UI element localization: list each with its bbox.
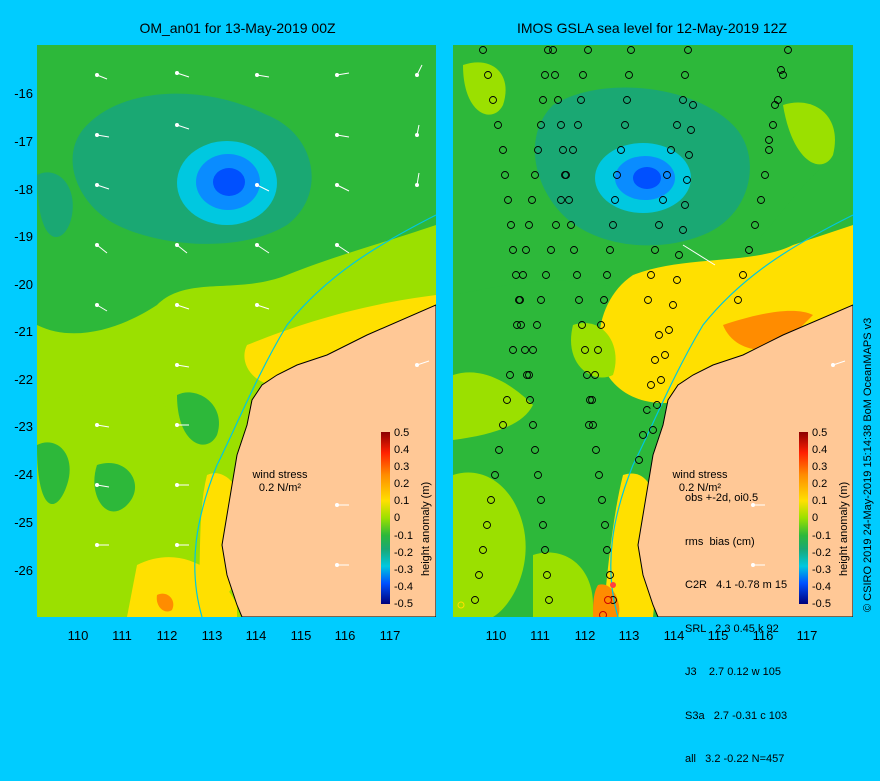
lat-label: -18 bbox=[14, 182, 33, 197]
lon-label: 111 bbox=[530, 628, 550, 643]
cbar-tick: 0.2 bbox=[812, 478, 828, 490]
stats-row: SRL 2.3 0.45 k 92 bbox=[685, 622, 779, 635]
cbar-tick: -0.2 bbox=[812, 547, 831, 559]
right-panel-title: IMOS GSLA sea level for 12-May-2019 12Z bbox=[516, 20, 787, 36]
cbar-tick: -0.3 bbox=[394, 564, 413, 576]
left-colorbar-title: height anomaly (m) bbox=[420, 481, 432, 576]
lat-label: -26 bbox=[14, 563, 33, 578]
lon-label: 110 bbox=[485, 628, 507, 643]
right-colorbar bbox=[799, 432, 808, 604]
cbar-tick: -0.5 bbox=[812, 598, 831, 610]
lat-label: -25 bbox=[14, 515, 33, 530]
cbar-tick: -0.4 bbox=[812, 581, 831, 593]
stats-header-1: obs +-2d, oi0.5 bbox=[685, 492, 759, 504]
right-wind-stress-label: wind stress 0.2 N/m² bbox=[665, 469, 735, 495]
cbar-tick: 0.1 bbox=[812, 495, 828, 507]
lat-label: -22 bbox=[14, 372, 33, 387]
lat-label: -24 bbox=[14, 467, 33, 482]
cbar-tick: 0.4 bbox=[394, 444, 410, 456]
lon-label: 110 bbox=[67, 628, 89, 643]
lat-label: -20 bbox=[14, 277, 33, 292]
cbar-tick: -0.4 bbox=[394, 581, 413, 593]
wind-stress-title: wind stress bbox=[252, 469, 308, 481]
lon-label: 114 bbox=[245, 628, 267, 643]
lon-label: 114 bbox=[663, 628, 685, 643]
cbar-tick: 0 bbox=[394, 512, 401, 524]
cbar-tick: -0.5 bbox=[394, 598, 413, 610]
left-map bbox=[37, 45, 436, 617]
cbar-tick: 0 bbox=[812, 512, 819, 524]
cbar-tick: 0.3 bbox=[394, 461, 410, 473]
cbar-tick: -0.3 bbox=[812, 564, 831, 576]
stats-row: J3 2.7 0.12 w 105 bbox=[685, 666, 782, 678]
stats-row: C2R 4.1 -0.78 m 15 bbox=[685, 579, 788, 591]
cbar-tick: 0.5 bbox=[394, 427, 410, 439]
lon-label: 116 bbox=[334, 628, 356, 643]
right-colorbar-title: height anomaly (m) bbox=[838, 481, 850, 576]
lat-label: -19 bbox=[14, 229, 33, 244]
lon-label: 113 bbox=[618, 628, 640, 643]
credit-text: © CSIRO 2019 24-May-2019 15:14:38 BoM Oc… bbox=[862, 317, 874, 612]
wind-stress-scale: 0.2 N/m² bbox=[678, 482, 722, 494]
lat-label: -17 bbox=[14, 134, 33, 149]
lon-label: 115 bbox=[707, 628, 729, 643]
lat-label: -21 bbox=[14, 324, 33, 339]
lon-label: 113 bbox=[201, 628, 223, 643]
cbar-tick: 0.3 bbox=[812, 461, 828, 473]
right-map bbox=[453, 45, 853, 617]
lat-label: -16 bbox=[14, 86, 33, 101]
lon-label: 112 bbox=[574, 628, 596, 643]
left-wind-stress-label: wind stress 0.2 N/m² bbox=[240, 469, 320, 495]
cbar-tick: 0.5 bbox=[812, 427, 828, 439]
cbar-tick: 0.2 bbox=[394, 478, 410, 490]
stats-row: all 3.2 -0.22 N=457 bbox=[685, 753, 785, 765]
wind-stress-title: wind stress bbox=[672, 469, 728, 481]
stats-row: S3a 2.7 -0.31 c 103 bbox=[685, 709, 788, 722]
lon-label: 115 bbox=[290, 628, 312, 643]
cbar-tick: -0.1 bbox=[394, 530, 413, 542]
stats-header-2: rms bias (cm) bbox=[685, 535, 755, 548]
cbar-tick: -0.2 bbox=[394, 547, 413, 559]
cbar-tick: 0.4 bbox=[812, 444, 828, 456]
left-colorbar bbox=[381, 432, 390, 604]
left-panel-title: OM_an01 for 13-May-2019 00Z bbox=[139, 20, 336, 36]
wind-stress-scale: 0.2 N/m² bbox=[258, 482, 302, 494]
lon-label: 116 bbox=[752, 628, 774, 643]
lon-label: 112 bbox=[156, 628, 178, 643]
obs-stats-box: obs +-2d, oi0.5 rms bias (cm) C2R 4.1 -0… bbox=[685, 462, 787, 781]
cbar-tick: 0.1 bbox=[394, 495, 410, 507]
lon-label: 111 bbox=[112, 628, 132, 643]
lon-label: 117 bbox=[379, 628, 401, 643]
lat-label: -23 bbox=[14, 419, 33, 434]
lon-label: 117 bbox=[796, 628, 818, 643]
cbar-tick: -0.1 bbox=[812, 530, 831, 542]
